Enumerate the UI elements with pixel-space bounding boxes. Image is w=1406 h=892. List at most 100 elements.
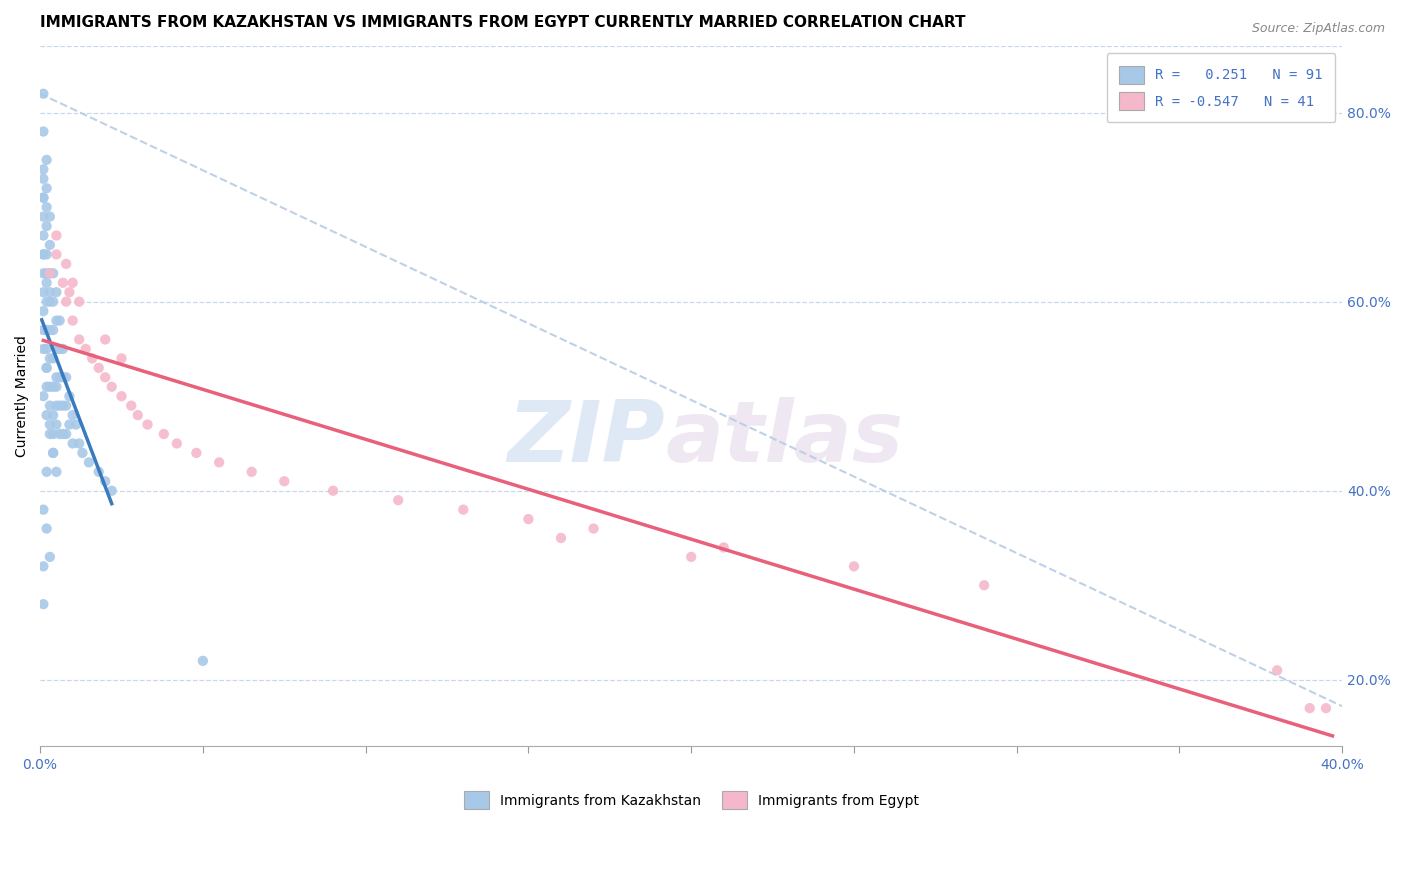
- Point: [38, 351, 60, 366]
- Point: [62, 436, 84, 450]
- Point: [42, 427, 65, 442]
- Point: [35, 219, 58, 233]
- Point: [42, 446, 65, 460]
- Point: [72, 446, 94, 460]
- Point: [32, 323, 55, 337]
- Point: [32, 191, 55, 205]
- Point: [32, 502, 55, 516]
- Point: [136, 417, 159, 432]
- Point: [32, 191, 55, 205]
- Point: [35, 153, 58, 167]
- Point: [38, 380, 60, 394]
- Point: [62, 276, 84, 290]
- Point: [110, 351, 132, 366]
- Point: [32, 285, 55, 300]
- Point: [55, 370, 77, 384]
- Point: [45, 313, 67, 327]
- Point: [153, 427, 176, 442]
- Legend: Immigrants from Kazakhstan, Immigrants from Egypt: Immigrants from Kazakhstan, Immigrants f…: [457, 784, 925, 816]
- Point: [35, 181, 58, 195]
- Point: [550, 531, 572, 545]
- Point: [87, 465, 110, 479]
- Point: [35, 465, 58, 479]
- Point: [45, 342, 67, 356]
- Point: [120, 399, 142, 413]
- Point: [453, 502, 475, 516]
- Point: [517, 512, 540, 526]
- Point: [387, 493, 409, 508]
- Point: [58, 285, 80, 300]
- Point: [32, 87, 55, 101]
- Point: [65, 417, 87, 432]
- Point: [48, 313, 70, 327]
- Point: [38, 427, 60, 442]
- Point: [273, 475, 295, 489]
- Point: [35, 323, 58, 337]
- Point: [42, 351, 65, 366]
- Point: [100, 483, 122, 498]
- Point: [38, 399, 60, 413]
- Point: [45, 417, 67, 432]
- Point: [82, 351, 104, 366]
- Point: [322, 483, 344, 498]
- Point: [32, 342, 55, 356]
- Point: [240, 465, 263, 479]
- Point: [42, 323, 65, 337]
- Point: [38, 266, 60, 280]
- Point: [67, 436, 90, 450]
- Point: [45, 285, 67, 300]
- Point: [35, 266, 58, 280]
- Point: [55, 257, 77, 271]
- Point: [842, 559, 865, 574]
- Point: [582, 522, 605, 536]
- Point: [100, 380, 122, 394]
- Point: [127, 408, 149, 422]
- Point: [94, 475, 117, 489]
- Point: [75, 342, 97, 356]
- Point: [52, 427, 75, 442]
- Point: [1299, 701, 1322, 715]
- Point: [38, 294, 60, 309]
- Point: [32, 389, 55, 403]
- Point: [38, 549, 60, 564]
- Point: [32, 210, 55, 224]
- Point: [32, 162, 55, 177]
- Text: ZIP: ZIP: [508, 397, 665, 480]
- Point: [52, 399, 75, 413]
- Point: [67, 333, 90, 347]
- Point: [45, 228, 67, 243]
- Point: [48, 342, 70, 356]
- Point: [45, 247, 67, 261]
- Point: [38, 266, 60, 280]
- Point: [110, 389, 132, 403]
- Point: [35, 522, 58, 536]
- Text: Source: ZipAtlas.com: Source: ZipAtlas.com: [1251, 22, 1385, 36]
- Point: [38, 417, 60, 432]
- Point: [42, 266, 65, 280]
- Point: [62, 408, 84, 422]
- Point: [35, 200, 58, 214]
- Point: [35, 276, 58, 290]
- Y-axis label: Currently Married: Currently Married: [15, 335, 30, 457]
- Point: [38, 210, 60, 224]
- Point: [32, 228, 55, 243]
- Point: [32, 247, 55, 261]
- Point: [94, 333, 117, 347]
- Point: [35, 380, 58, 394]
- Point: [166, 436, 188, 450]
- Point: [32, 247, 55, 261]
- Text: IMMIGRANTS FROM KAZAKHSTAN VS IMMIGRANTS FROM EGYPT CURRENTLY MARRIED CORRELATIO: IMMIGRANTS FROM KAZAKHSTAN VS IMMIGRANTS…: [41, 15, 966, 30]
- Point: [208, 455, 231, 469]
- Point: [38, 323, 60, 337]
- Point: [42, 408, 65, 422]
- Point: [35, 342, 58, 356]
- Point: [681, 549, 703, 564]
- Point: [38, 285, 60, 300]
- Point: [32, 559, 55, 574]
- Point: [52, 276, 75, 290]
- Point: [52, 370, 75, 384]
- Text: atlas: atlas: [665, 397, 903, 480]
- Point: [45, 370, 67, 384]
- Point: [32, 304, 55, 318]
- Point: [58, 389, 80, 403]
